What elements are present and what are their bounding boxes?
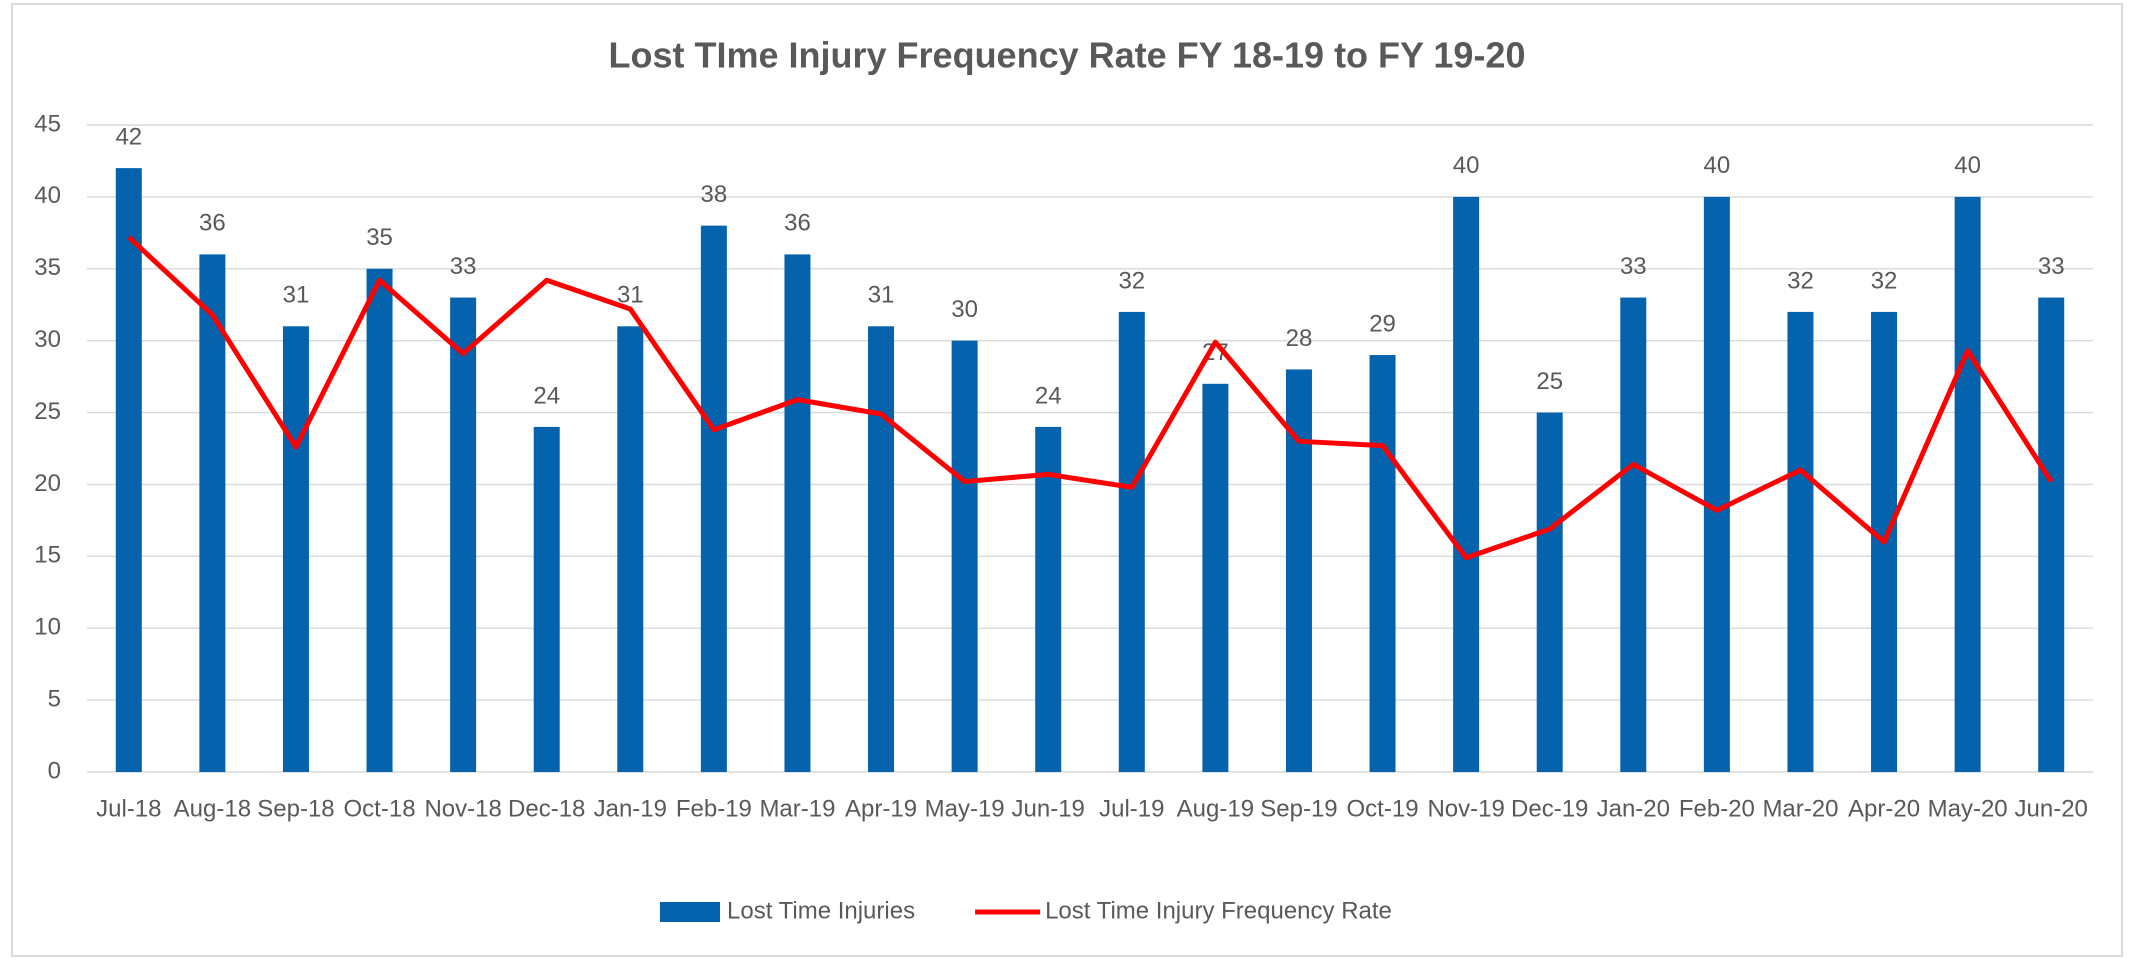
y-tick-label: 10 bbox=[34, 614, 61, 641]
bar bbox=[1453, 196, 1480, 772]
data-label: 33 bbox=[450, 253, 477, 280]
bar bbox=[115, 168, 142, 773]
chart-frame bbox=[11, 3, 2123, 957]
legend-label: Lost Time Injury Frequency Rate bbox=[1045, 897, 1392, 924]
bar bbox=[868, 326, 895, 772]
bar bbox=[1787, 311, 1814, 772]
x-tick-label: Mar-20 bbox=[1762, 795, 1838, 822]
data-label: 40 bbox=[1453, 152, 1480, 179]
bar bbox=[784, 254, 811, 772]
bar bbox=[1703, 196, 1730, 772]
data-label: 31 bbox=[283, 282, 310, 309]
y-tick-label: 45 bbox=[34, 110, 61, 137]
x-tick-label: Oct-19 bbox=[1347, 795, 1419, 822]
y-tick-label: 5 bbox=[48, 685, 61, 712]
data-label: 33 bbox=[2038, 253, 2065, 280]
y-tick-label: 25 bbox=[34, 398, 61, 425]
bar bbox=[1536, 412, 1563, 772]
x-tick-label: Jun-19 bbox=[1012, 795, 1085, 822]
x-tick-label: Jan-20 bbox=[1597, 795, 1670, 822]
bar bbox=[450, 297, 477, 772]
data-label: 29 bbox=[1369, 310, 1396, 337]
bar bbox=[199, 254, 226, 772]
data-label: 32 bbox=[1787, 267, 1814, 294]
data-label: 30 bbox=[951, 296, 978, 323]
bar bbox=[700, 225, 727, 773]
y-tick-label: 30 bbox=[34, 326, 61, 353]
data-label: 24 bbox=[1035, 382, 1062, 409]
bar bbox=[533, 426, 560, 772]
x-tick-label: Jan-19 bbox=[594, 795, 667, 822]
bar bbox=[366, 268, 393, 772]
legend-swatch bbox=[660, 902, 720, 922]
data-label: 32 bbox=[1118, 267, 1145, 294]
bar bbox=[1035, 426, 1062, 772]
bar bbox=[1118, 311, 1145, 772]
x-tick-label: Feb-19 bbox=[676, 795, 752, 822]
y-tick-label: 15 bbox=[34, 542, 61, 569]
x-tick-label: Dec-18 bbox=[508, 795, 585, 822]
bar bbox=[951, 340, 978, 772]
line bbox=[127, 235, 2054, 561]
bar bbox=[2038, 297, 2065, 772]
data-label: 24 bbox=[533, 382, 560, 409]
data-label: 33 bbox=[1620, 253, 1647, 280]
bar bbox=[1620, 297, 1647, 772]
data-label: 31 bbox=[868, 282, 895, 309]
y-tick-label: 40 bbox=[34, 182, 61, 209]
bar bbox=[1285, 369, 1312, 772]
x-tick-label: Mar-19 bbox=[759, 795, 835, 822]
x-tick-label: Nov-19 bbox=[1427, 795, 1504, 822]
x-tick-label: Aug-19 bbox=[1177, 795, 1254, 822]
chart-title: Lost TIme Injury Frequency Rate FY 18-19… bbox=[609, 35, 1526, 76]
x-tick-label: Sep-18 bbox=[257, 795, 334, 822]
data-label: 36 bbox=[784, 210, 811, 237]
data-label: 42 bbox=[115, 123, 142, 150]
legend-label: Lost Time Injuries bbox=[727, 897, 915, 924]
data-label: 40 bbox=[1704, 152, 1731, 179]
bar bbox=[617, 326, 644, 772]
data-label: 38 bbox=[701, 181, 728, 208]
x-tick-label: Sep-19 bbox=[1260, 795, 1337, 822]
x-tick-label: Oct-18 bbox=[344, 795, 416, 822]
bar bbox=[282, 326, 309, 772]
bar bbox=[1202, 383, 1229, 772]
y-tick-label: 35 bbox=[34, 254, 61, 281]
bar bbox=[1369, 355, 1396, 772]
x-tick-label: Feb-20 bbox=[1679, 795, 1755, 822]
x-tick-label: Nov-18 bbox=[424, 795, 501, 822]
data-label: 28 bbox=[1286, 325, 1313, 352]
y-tick-label: 0 bbox=[48, 757, 61, 784]
data-label: 35 bbox=[366, 224, 393, 251]
x-tick-label: May-20 bbox=[1928, 795, 2008, 822]
x-tick-label: Aug-18 bbox=[174, 795, 251, 822]
x-tick-label: Jun-20 bbox=[2015, 795, 2088, 822]
data-label: 25 bbox=[1536, 368, 1563, 395]
bar bbox=[1954, 196, 1981, 772]
data-label: 36 bbox=[199, 210, 226, 237]
data-label: 32 bbox=[1871, 267, 1898, 294]
x-tick-label: Dec-19 bbox=[1511, 795, 1588, 822]
x-tick-label: Apr-19 bbox=[845, 795, 917, 822]
y-tick-label: 20 bbox=[34, 470, 61, 497]
x-tick-label: May-19 bbox=[925, 795, 1005, 822]
x-tick-label: Jul-19 bbox=[1099, 795, 1164, 822]
data-label: 40 bbox=[1954, 152, 1981, 179]
x-tick-label: Apr-20 bbox=[1848, 795, 1920, 822]
x-tick-label: Jul-18 bbox=[96, 795, 161, 822]
